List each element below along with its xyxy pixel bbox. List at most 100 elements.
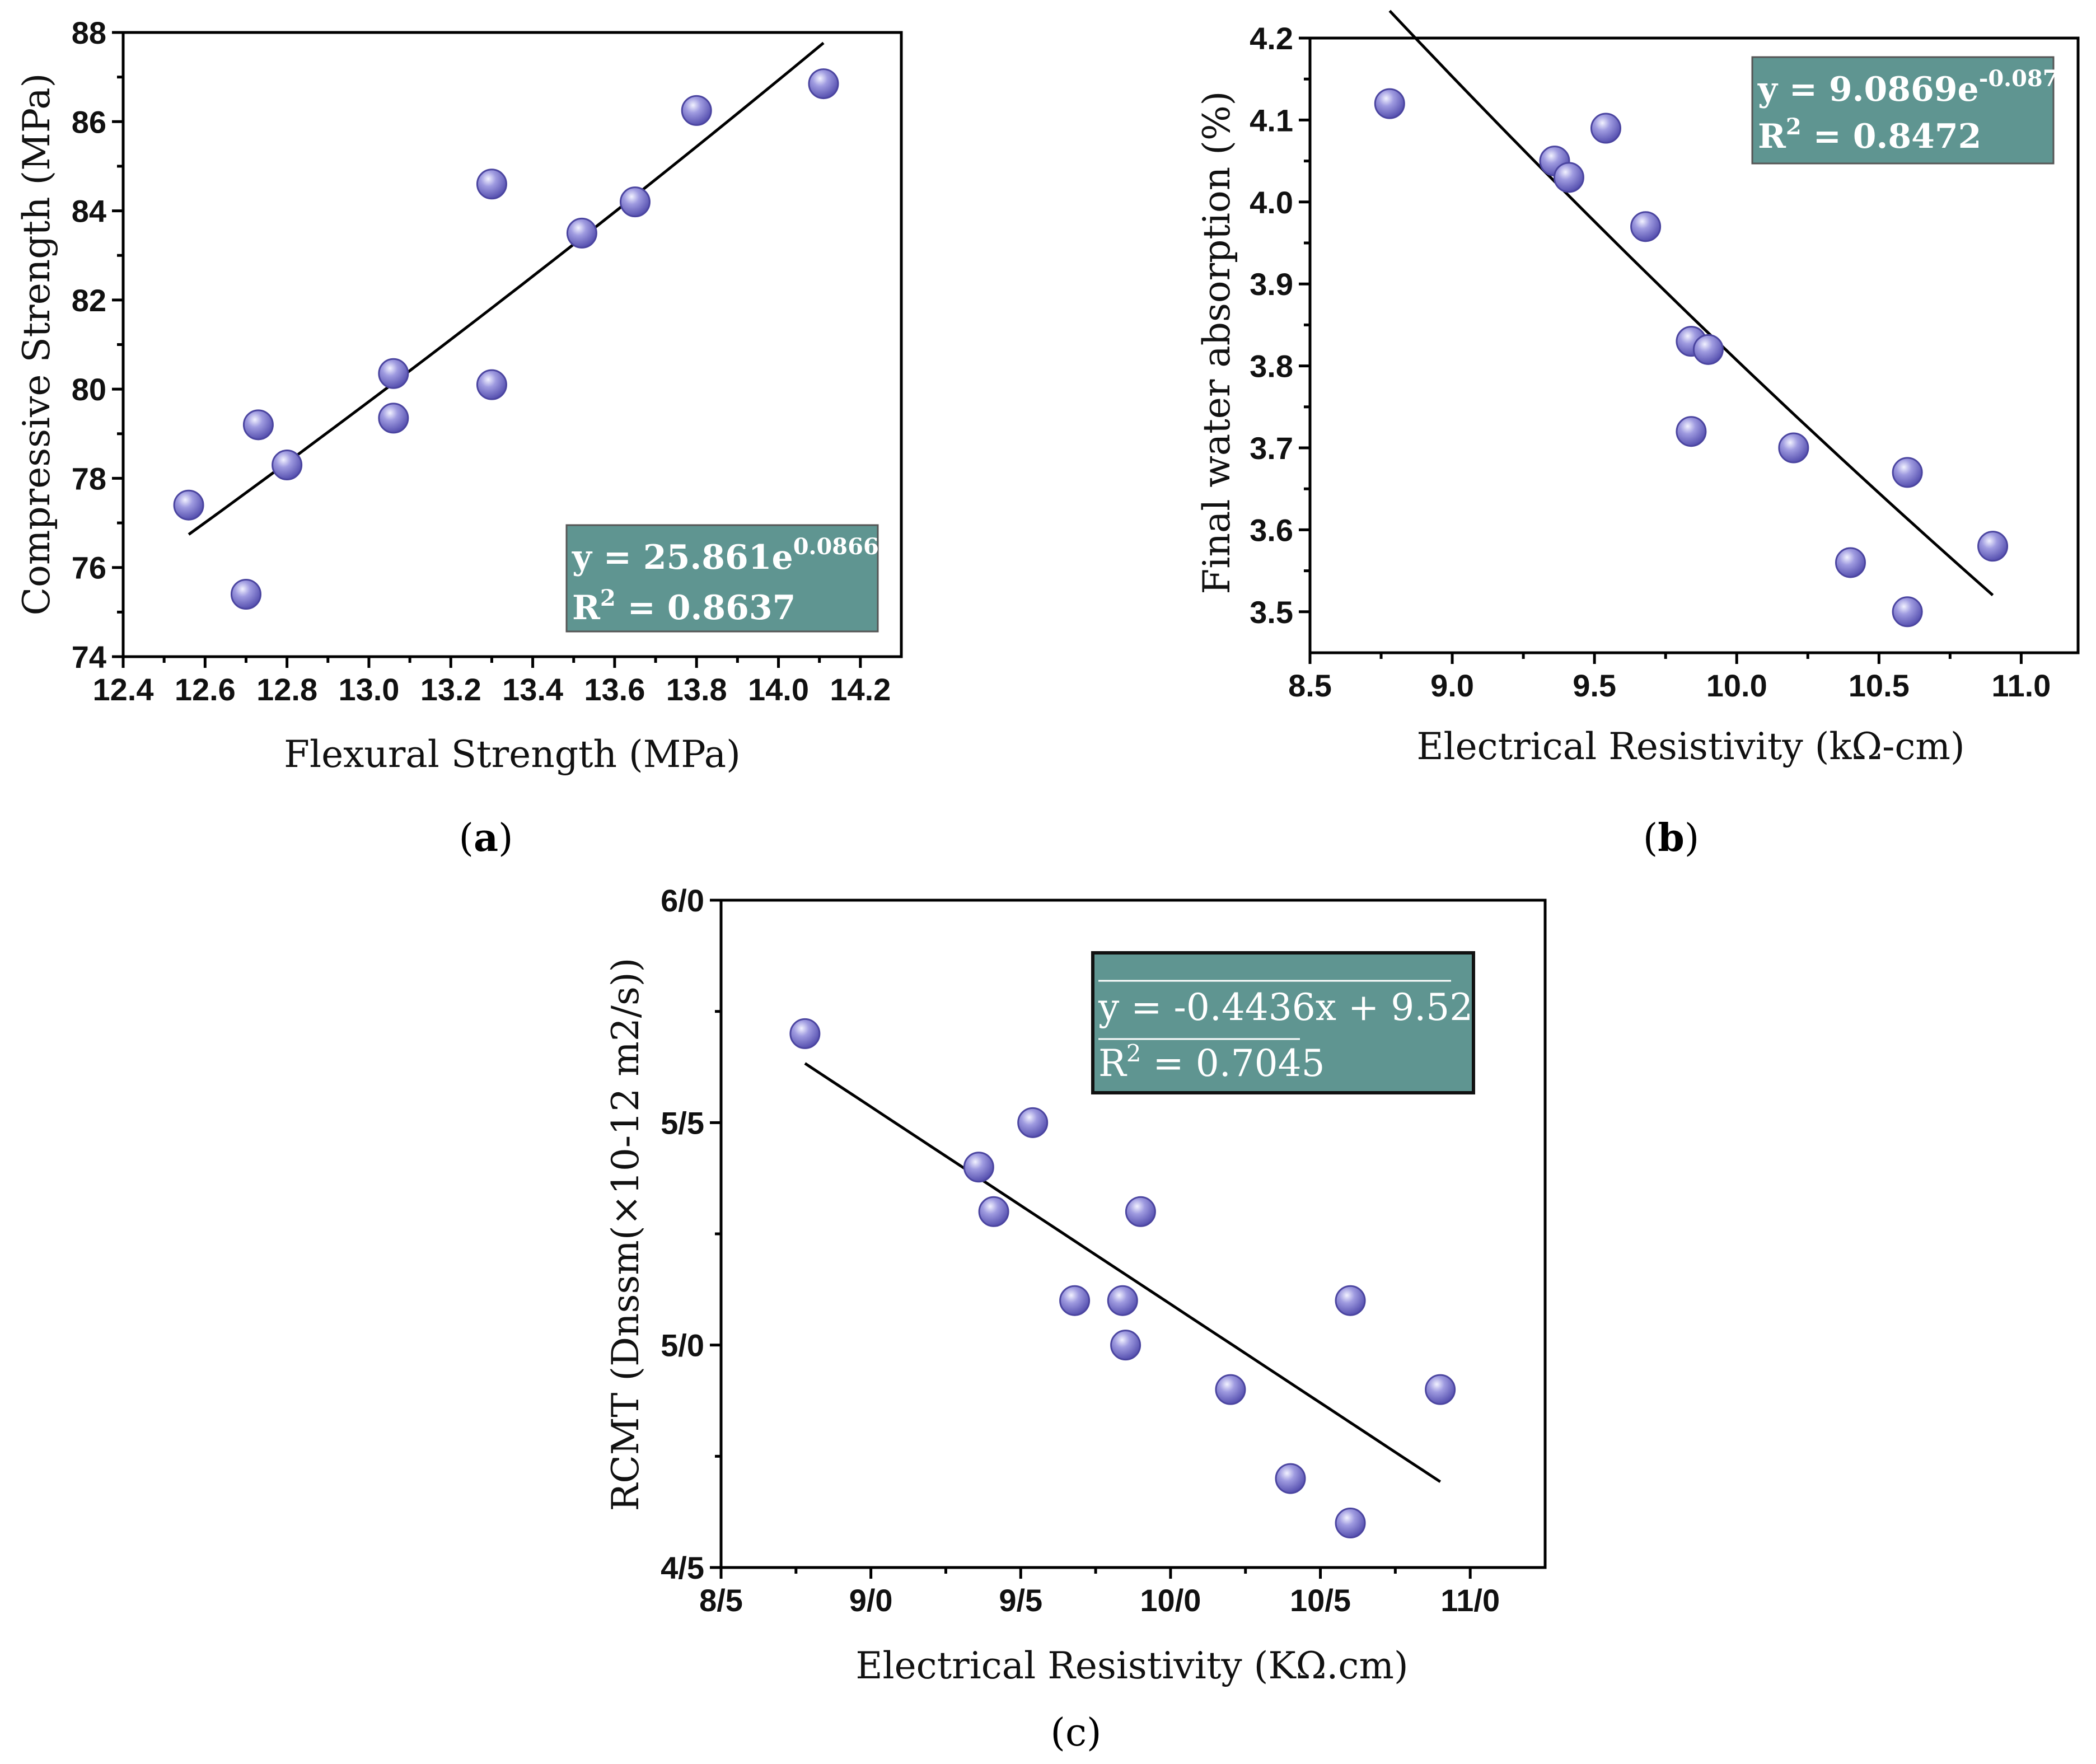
x-tick-label-a: 13.4	[502, 672, 563, 707]
x-tick-label-a: 14.0	[748, 672, 809, 707]
panel-a: 12.4 12.6 12.8 13.0 13.2 13.4 13.6 13.8 14.0 14.2…	[15, 15, 903, 860]
data-point-c	[789, 1018, 821, 1049]
data-point-a	[378, 403, 409, 434]
x-tick-label-a: 13.8	[666, 672, 727, 707]
data-point-a	[272, 450, 303, 481]
data-point-c	[1215, 1374, 1246, 1405]
y-tick-label-b: 4.1	[1250, 102, 1293, 138]
data-point-b	[1590, 113, 1621, 144]
y-tick-label-b: 4.2	[1250, 21, 1293, 56]
x-tick-label-a: 14.2	[830, 672, 891, 707]
x-tick-label-b: 9.5	[1573, 668, 1616, 703]
panel-label-b: (b)	[1643, 816, 1700, 860]
x-tick-label-a: 13.0	[338, 672, 399, 707]
equation-box-bg-b	[1751, 56, 2055, 165]
x-axis-title-c: Electrical Resistivity (KΩ.cm)	[855, 1644, 1408, 1687]
x-tick-label-c: 8/5	[699, 1583, 743, 1618]
r-squared-c: R2 = 0.7045	[1098, 1040, 1325, 1085]
fit-line-b	[1388, 10, 1994, 596]
x-tick-label-a: 13.2	[420, 672, 481, 707]
y-tick-label-a: 78	[72, 461, 106, 496]
y-tick-label-a: 84	[72, 194, 106, 229]
y-tick-label-c: 4/5	[661, 1550, 704, 1585]
x-tick-label-b: 8.5	[1288, 668, 1332, 703]
data-point-b	[1692, 334, 1724, 365]
panel-c: 8/5 9/0 9/5 10/0 10/5 11/0 4/5 5/0 5/5 6/0 y = -0…	[604, 883, 1547, 1755]
data-point-c	[1425, 1374, 1456, 1405]
y-tick-label-a: 74	[72, 639, 106, 675]
fit-c	[804, 1062, 1442, 1483]
y-axis-title-c: RCMT (Dnssm(×10-12 m2/s))	[604, 958, 647, 1512]
y-tick-label-a: 86	[72, 104, 106, 139]
data-point-c	[1059, 1285, 1091, 1316]
data-point-a	[619, 186, 651, 218]
data-point-a	[378, 358, 409, 389]
x-tick-label-a: 13.6	[584, 672, 645, 707]
fit-b	[1388, 10, 1994, 596]
data-point-b	[1977, 531, 2009, 562]
panel-label-a: (a)	[458, 816, 513, 860]
data-point-c	[978, 1196, 1009, 1227]
y-tick-label-b: 3.8	[1250, 349, 1293, 384]
data-point-a	[476, 169, 507, 200]
data-point-c	[1275, 1463, 1306, 1494]
x-axis-title-a: Flexural Strength (MPa)	[284, 733, 741, 776]
equation-c: y = -0.4436x + 9.528	[1098, 986, 1496, 1029]
data-point-c	[1017, 1107, 1049, 1138]
x-tick-label-c: 10/5	[1290, 1583, 1351, 1618]
x-tick-label-b: 10.0	[1706, 668, 1767, 703]
data-point-c	[1110, 1330, 1141, 1361]
panel-label-c: (c)	[1050, 1711, 1101, 1755]
y-tick-label-a: 82	[72, 283, 106, 318]
data-point-c	[1335, 1508, 1366, 1539]
y-tick-label-c: 6/0	[661, 883, 704, 918]
ticks-c: 8/5 9/0 9/5 10/0 10/5 11/0 4/5 5/0 5/5 6/0	[661, 883, 1500, 1618]
data-point-b	[1630, 211, 1662, 242]
data-point-c	[1335, 1285, 1366, 1316]
panel-b: 8.5 9.0 9.5 10.0 10.5 11.0 3.5 3.6 3.7 3.8 3.9 4.0 4…	[1195, 10, 2080, 860]
data-point-b	[1374, 88, 1405, 119]
y-tick-label-c: 5/0	[661, 1328, 704, 1363]
x-tick-label-b: 10.5	[1849, 668, 1910, 703]
y-tick-label-a: 76	[72, 550, 106, 586]
y-axis-title-b: Final water absorption (%)	[1195, 91, 1238, 595]
plot-area-b	[1308, 36, 2080, 654]
y-tick-label-b: 3.6	[1250, 512, 1293, 548]
data-point-a	[476, 369, 507, 400]
equation-box-bg-c	[1091, 951, 1475, 1094]
x-tick-label-a: 12.8	[256, 672, 317, 707]
x-tick-label-a: 12.4	[93, 672, 154, 707]
y-tick-label-b: 3.7	[1250, 431, 1293, 466]
data-point-b	[1892, 457, 1923, 488]
data-point-a	[566, 217, 597, 249]
fit-line-c	[804, 1062, 1442, 1483]
y-tick-label-b: 3.5	[1250, 595, 1293, 630]
x-tick-label-c: 11/0	[1440, 1583, 1500, 1618]
x-tick-label-c: 9/0	[849, 1583, 893, 1618]
points-a	[173, 68, 839, 610]
data-point-b	[1835, 547, 1866, 578]
data-point-a	[808, 68, 839, 100]
y-tick-label-b: 4.0	[1250, 185, 1293, 220]
data-point-c	[1107, 1285, 1138, 1316]
points-c	[789, 1018, 1456, 1539]
x-tick-label-b: 11.0	[1991, 668, 2051, 703]
r-squared-b: R2 = 0.8472	[1758, 114, 1981, 156]
equation-a: y = 25.861e0.0866x	[572, 534, 893, 577]
data-point-b	[1778, 432, 1809, 464]
y-tick-label-a: 88	[72, 15, 106, 50]
x-axis-title-b: Electrical Resistivity (kΩ-cm)	[1416, 725, 1964, 768]
equation-box-b: y = 9.0869e-0.087x R2 = 0.8472	[1751, 56, 2072, 165]
equation-box-c: y = -0.4436x + 9.528 R2 = 0.7045	[1091, 951, 1496, 1094]
x-tick-label-a: 12.6	[175, 672, 236, 707]
equation-b: y = 9.0869e-0.087x	[1757, 65, 2072, 109]
x-tick-label-c: 10/0	[1140, 1583, 1201, 1618]
y-tick-label-b: 3.9	[1250, 266, 1293, 302]
equation-box-a: y = 25.861e0.0866x R2 = 0.8637	[565, 524, 893, 633]
y-tick-label-c: 5/5	[661, 1105, 704, 1140]
data-point-a	[173, 489, 204, 521]
points-b	[1374, 88, 2009, 628]
data-point-a	[681, 95, 712, 126]
x-tick-label-c: 9/5	[999, 1583, 1042, 1618]
